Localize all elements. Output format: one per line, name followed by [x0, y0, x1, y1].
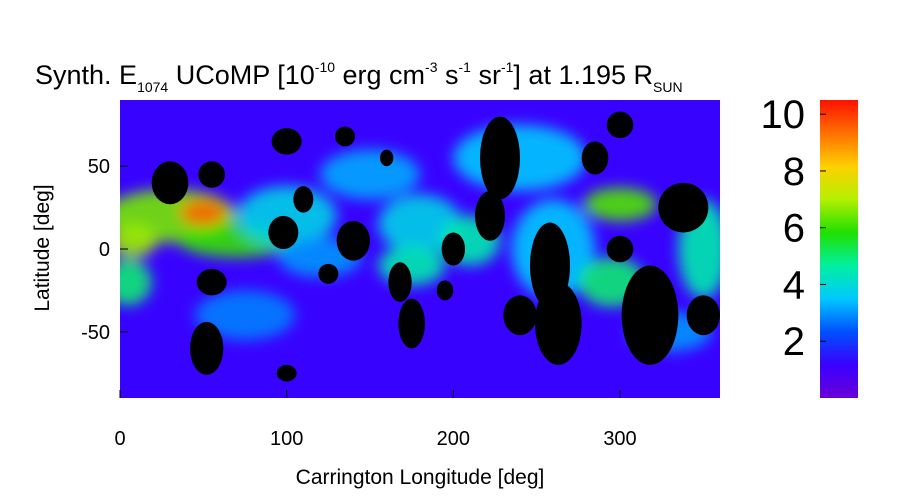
masked-region: [441, 232, 466, 266]
colorbar-gradient: [820, 100, 858, 398]
x-tick-label: 0: [114, 428, 125, 450]
heatmap-plot-area: [120, 100, 720, 398]
masked-region: [318, 263, 339, 284]
masked-region: [388, 262, 412, 302]
emission-region: [583, 187, 657, 221]
emission-region: [120, 224, 157, 258]
emission-region: [120, 258, 152, 306]
masked-region: [606, 235, 634, 263]
x-tick-label: 200: [437, 428, 470, 450]
colorbar-tick-label: 6: [783, 207, 805, 251]
colorbar-tick-label: 8: [783, 150, 805, 194]
emission-region: [195, 290, 295, 341]
emission-region: [320, 149, 420, 200]
x-tick-label: 300: [603, 428, 636, 450]
y-axis-label: Latitude [deg]: [31, 184, 54, 311]
masked-region: [475, 191, 505, 241]
masked-region: [581, 141, 609, 175]
masked-region: [480, 116, 520, 200]
masked-region: [503, 295, 537, 336]
colorbar-tick-label: 2: [783, 320, 805, 364]
colorbar-tick-label: 4: [783, 263, 805, 307]
y-tick-label: -50: [81, 322, 110, 344]
masked-region: [276, 364, 297, 382]
colorbar: 2 4 6 8 10: [761, 93, 858, 398]
masked-region: [198, 161, 226, 188]
plot-axes: 0 100 200 300 50 0 -50: [81, 156, 637, 450]
masked-region: [686, 295, 720, 336]
x-tick-label: 100: [270, 428, 303, 450]
masked-region: [196, 268, 227, 296]
x-axis-label: Carrington Longitude [deg]: [296, 466, 545, 489]
masked-region: [336, 220, 371, 261]
masked-region: [293, 186, 314, 213]
masked-region: [658, 182, 709, 233]
y-tick-label: 0: [99, 239, 110, 261]
masked-region: [621, 265, 679, 365]
masked-region: [335, 126, 355, 147]
masked-region: [535, 282, 582, 365]
masked-region: [190, 321, 224, 375]
y-tick-label: 50: [88, 156, 110, 178]
masked-region: [380, 149, 394, 167]
masked-region: [271, 128, 302, 155]
emission-region: [378, 245, 445, 286]
masked-region: [268, 215, 299, 249]
masked-region: [398, 298, 425, 349]
masked-region: [436, 280, 454, 301]
colorbar-tick-label: 10: [761, 93, 806, 137]
masked-region: [606, 111, 634, 139]
masked-region: [151, 161, 189, 205]
emission-region: [180, 199, 227, 226]
chart-title: Synth. E1074 UCoMP [10-10 erg cm-3 s-1 s…: [35, 59, 683, 95]
